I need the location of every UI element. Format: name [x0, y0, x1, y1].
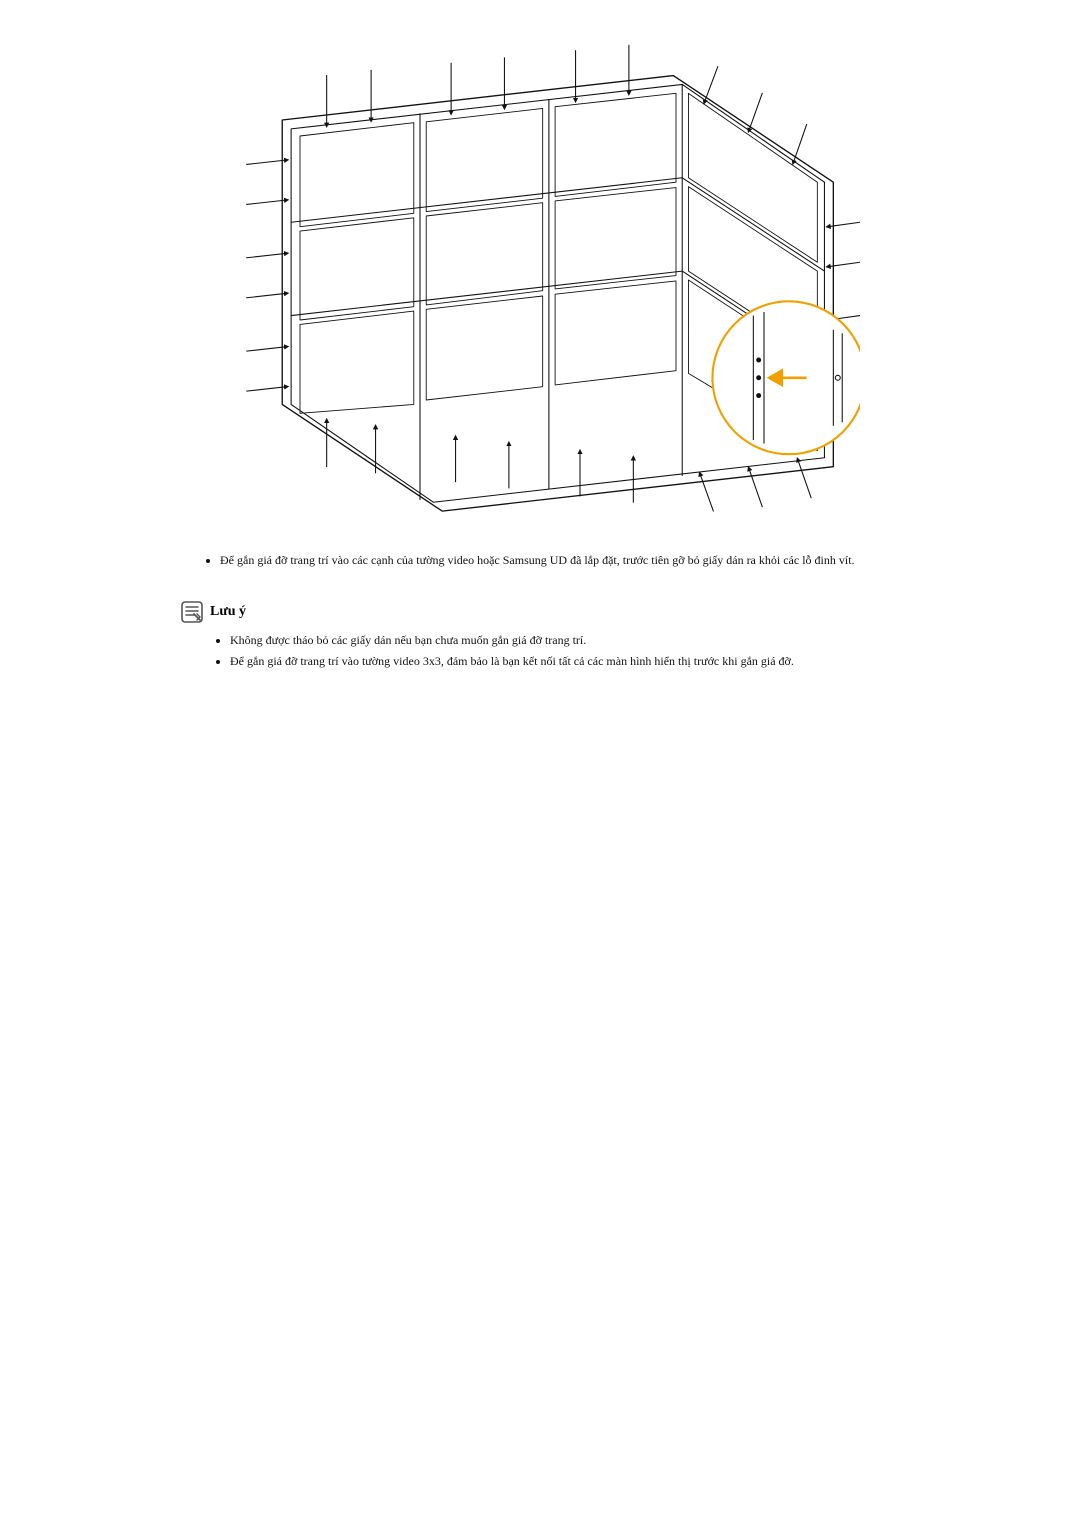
note-icon	[180, 600, 204, 624]
note-item: Không được tháo bỏ các giấy dán nếu bạn …	[230, 630, 960, 650]
note-heading: Lưu ý	[180, 600, 960, 624]
note-section: Lưu ý Không được tháo bỏ các giấy dán nế…	[180, 600, 960, 671]
instruction-item: Để gắn giá đỡ trang trí vào các cạnh của…	[220, 550, 960, 570]
videowall-diagram	[220, 40, 860, 520]
document-page: Để gắn giá đỡ trang trí vào các cạnh của…	[0, 0, 1080, 1527]
instruction-list: Để gắn giá đỡ trang trí vào các cạnh của…	[220, 550, 960, 570]
note-list: Không được tháo bỏ các giấy dán nếu bạn …	[230, 630, 960, 671]
note-item: Để gắn giá đỡ trang trí vào tường video …	[230, 651, 960, 671]
note-title: Lưu ý	[210, 604, 246, 620]
